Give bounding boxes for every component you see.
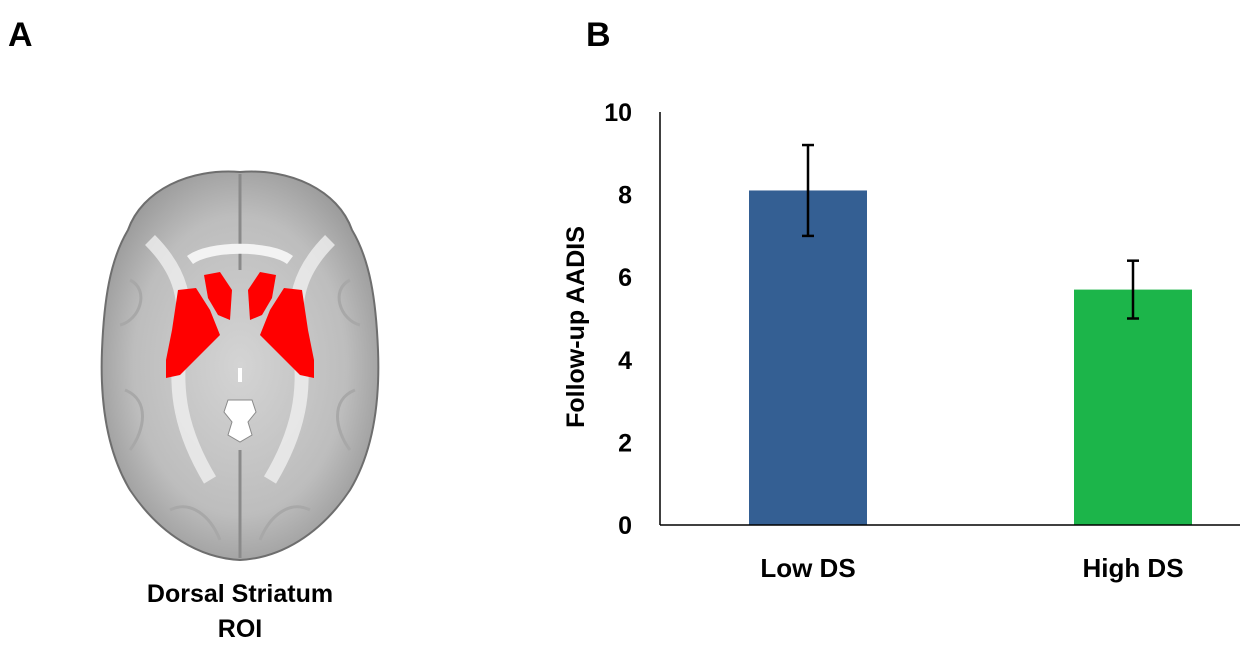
y-tick-label: 10: [604, 99, 632, 127]
y-axis: 0 2 4 6 8 10: [604, 99, 661, 540]
midbrain-cistern: [223, 399, 257, 443]
x-axis: Low DS High DS: [660, 524, 1240, 583]
bar-low-ds: [749, 190, 867, 525]
y-tick-label: 2: [618, 429, 632, 457]
x-tick-label: High DS: [1082, 553, 1183, 583]
brain-axial-slice-image: [100, 170, 380, 562]
brain-caption-line1: Dorsal Striatum: [146, 580, 334, 608]
y-tick-label: 6: [618, 264, 632, 292]
y-tick-label: 8: [618, 182, 632, 210]
bars: [749, 143, 1192, 525]
roi-right-caudate: [248, 272, 276, 320]
brain-caption-line2: ROI: [217, 615, 263, 643]
bar-chart: 0 2 4 6 8 10 Low DS High DS Follow-up AADIS: [562, 99, 1240, 583]
roi-right-putamen: [260, 288, 314, 378]
y-axis-label: Follow-up AADIS: [562, 226, 590, 428]
brain-panel: Dorsal Striatum ROI: [60, 140, 420, 650]
roi-left-caudate: [204, 272, 232, 320]
panel-a-label: A: [8, 16, 33, 54]
y-tick-label: 0: [618, 512, 632, 540]
genu: [187, 243, 293, 265]
x-tick-label: Low DS: [760, 553, 855, 583]
bar-high-ds: [1074, 289, 1192, 525]
panel-b-label: B: [586, 16, 611, 54]
y-tick-label: 4: [618, 347, 632, 375]
roi-left-putamen: [166, 288, 220, 378]
